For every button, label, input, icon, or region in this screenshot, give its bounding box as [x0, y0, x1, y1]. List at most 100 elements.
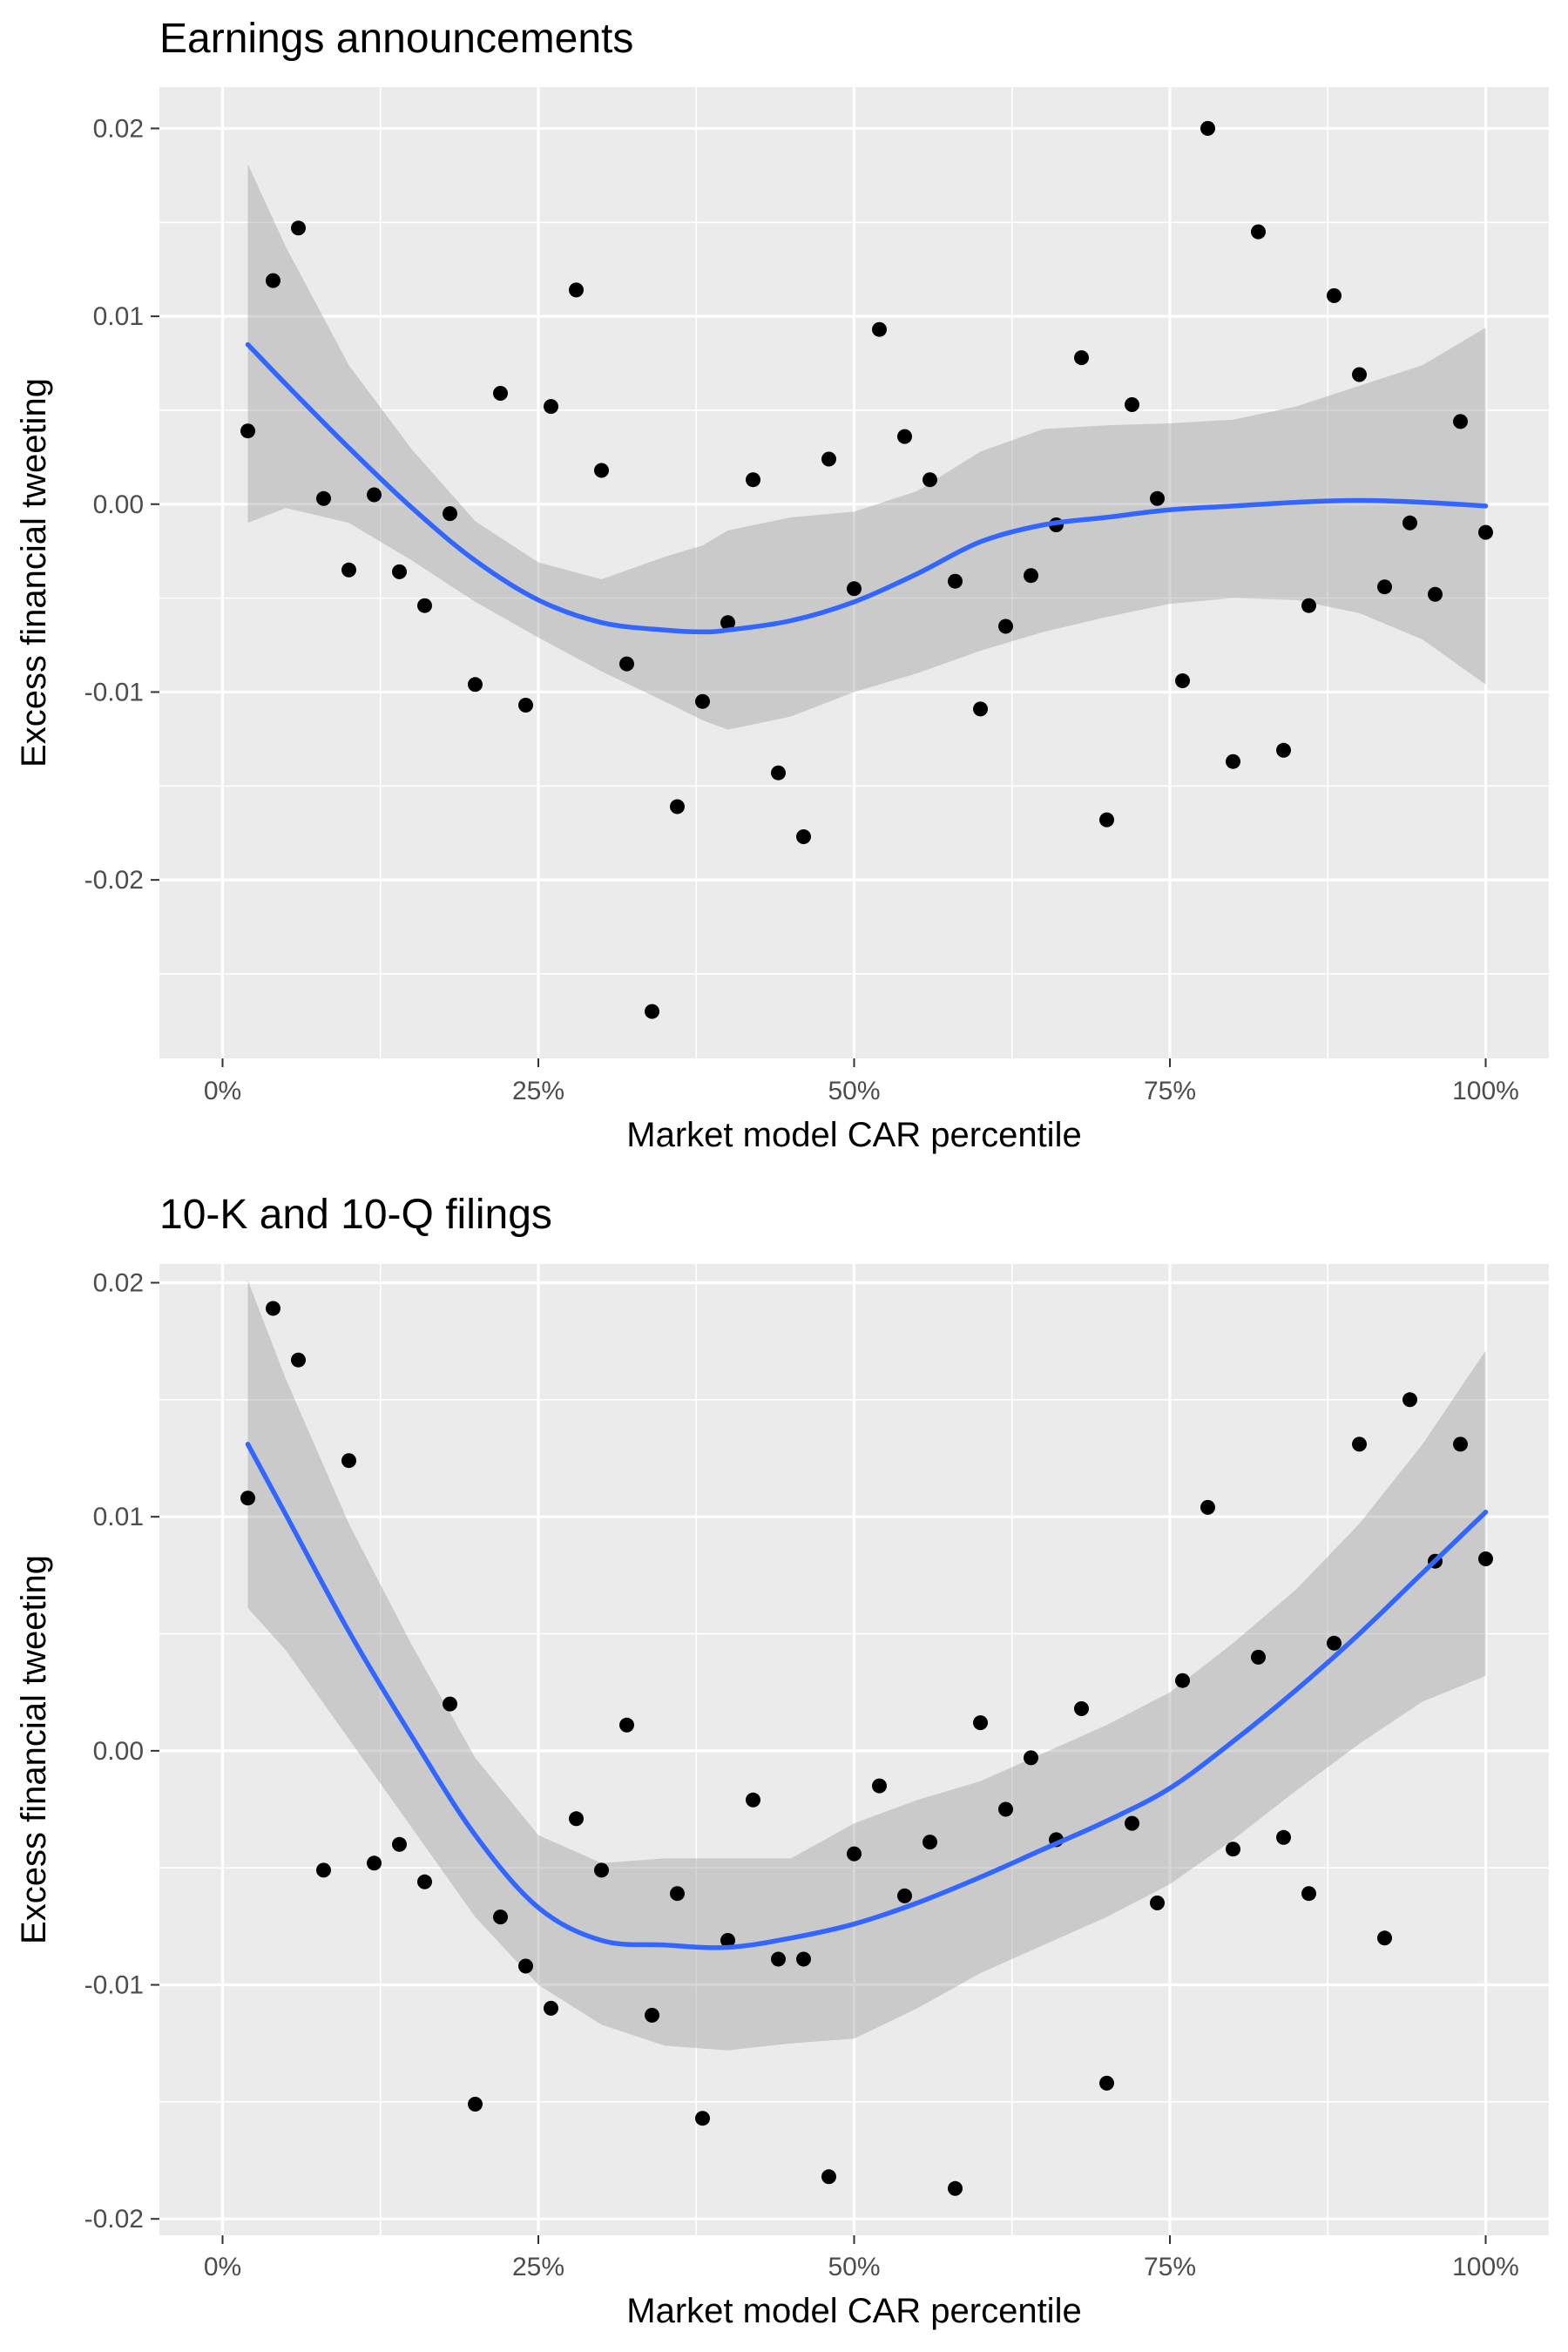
data-point	[1402, 515, 1417, 531]
data-point	[493, 386, 508, 401]
data-point	[1074, 350, 1089, 366]
data-point	[1024, 568, 1038, 584]
data-point	[1377, 579, 1392, 595]
confidence-band	[247, 1280, 1486, 2051]
smooth-line	[245, 341, 1489, 635]
data-point	[670, 1886, 685, 1902]
data-point	[392, 564, 407, 579]
data-point	[544, 399, 558, 415]
data-point	[847, 581, 862, 597]
data-point	[872, 1778, 887, 1794]
y-tick-label: 0.01	[93, 302, 144, 331]
x-tick-label: 75%	[1144, 2253, 1196, 2281]
data-point	[821, 2169, 836, 2185]
data-point	[493, 1909, 508, 1925]
x-tick-label: 25%	[512, 1077, 564, 1105]
data-point	[948, 573, 963, 589]
data-point	[1377, 1930, 1392, 1946]
y-axis-label: Excess financial tweeting	[15, 1555, 53, 1944]
smooth-line	[245, 1442, 1489, 1950]
y-tick-label: -0.02	[84, 866, 144, 895]
data-point	[897, 429, 912, 444]
data-point	[1251, 224, 1266, 240]
x-axis-label: Market model CAR percentile	[626, 1116, 1081, 1154]
data-point	[1301, 1886, 1316, 1902]
data-point	[240, 1490, 255, 1506]
y-tick-label: 0.02	[93, 1268, 144, 1297]
data-point	[1175, 673, 1190, 688]
data-point	[1478, 524, 1493, 540]
data-point	[1402, 1392, 1417, 1408]
data-point	[240, 423, 255, 439]
y-tick-label: 0.02	[93, 114, 144, 143]
x-tick-label: 0%	[204, 1077, 241, 1105]
data-point	[998, 618, 1013, 634]
data-point	[847, 1846, 862, 1862]
data-point	[367, 1855, 382, 1871]
data-point	[569, 1811, 584, 1827]
data-point	[594, 463, 609, 478]
x-tick-label: 0%	[204, 2253, 241, 2281]
data-point	[266, 273, 280, 288]
data-point	[796, 829, 811, 844]
data-point	[1150, 1896, 1165, 1910]
data-point	[796, 1951, 811, 1967]
data-point	[872, 321, 887, 337]
data-point	[569, 282, 584, 298]
data-point	[1226, 754, 1240, 769]
y-tick-label: -0.02	[84, 2205, 144, 2234]
data-point	[417, 1874, 432, 1889]
y-tick-label: -0.01	[84, 678, 144, 706]
data-point	[518, 698, 533, 713]
data-point	[468, 677, 483, 693]
data-point	[746, 1792, 760, 1808]
data-point	[291, 220, 306, 236]
confidence-band	[247, 164, 1486, 730]
y-axis-label: Excess financial tweeting	[15, 378, 53, 767]
data-point	[998, 1801, 1013, 1817]
data-point	[1276, 742, 1291, 758]
data-point	[720, 1933, 735, 1948]
data-point	[948, 2180, 963, 2196]
data-point	[1301, 598, 1316, 613]
chart-panel-1: 0% 25% 50% 75% 100% -0.02 -0.01 0.00 0.01 0.02 Ear…	[15, 16, 1549, 1154]
data-point	[1099, 2075, 1114, 2091]
x-tick-label: 100%	[1452, 1077, 1519, 1105]
data-point	[695, 693, 710, 709]
data-point	[1125, 1815, 1139, 1831]
data-point	[594, 1862, 609, 1878]
data-point	[821, 451, 836, 467]
data-point	[1200, 1499, 1215, 1515]
x-tick-label: 75%	[1144, 1077, 1196, 1105]
data-point	[695, 2111, 710, 2126]
data-point	[923, 472, 937, 488]
data-point	[973, 1715, 988, 1731]
data-point	[645, 2007, 659, 2023]
data-point	[973, 701, 988, 717]
data-point	[1352, 1436, 1367, 1452]
data-point	[417, 598, 432, 613]
data-point	[897, 1888, 912, 1903]
data-point	[923, 1835, 937, 1850]
data-point	[1099, 812, 1114, 828]
data-point	[1327, 287, 1342, 303]
data-point	[1175, 1673, 1190, 1688]
data-point	[1276, 1829, 1291, 1845]
data-point	[746, 472, 760, 488]
y-tick-label: -0.01	[84, 1971, 144, 2000]
data-point	[619, 656, 634, 672]
data-point	[1125, 397, 1139, 412]
y-tick-label: 0.00	[93, 1737, 144, 1766]
x-tick-label: 100%	[1452, 2253, 1519, 2281]
data-point	[1024, 1750, 1038, 1766]
data-point	[1453, 1436, 1468, 1452]
data-point	[1150, 490, 1165, 506]
data-point	[1200, 120, 1215, 136]
data-point	[1352, 367, 1367, 382]
data-point	[645, 1004, 659, 1019]
data-point	[670, 799, 685, 814]
data-point	[367, 487, 382, 503]
chart-title: Earnings announcements	[159, 16, 633, 62]
data-point	[771, 1951, 786, 1967]
